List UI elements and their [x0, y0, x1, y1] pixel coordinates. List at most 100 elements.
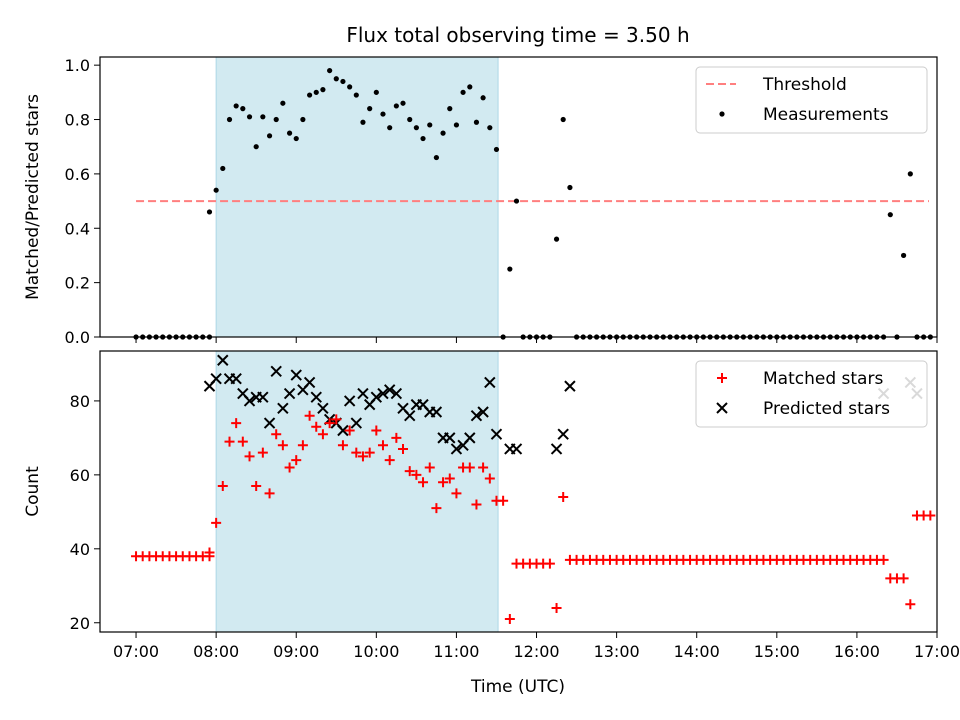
measurement-point [480, 95, 486, 101]
measurement-point [507, 266, 513, 272]
predicted-star-marker [390, 387, 403, 400]
matched-star-marker [438, 477, 449, 488]
measurement-point [226, 116, 233, 123]
predicted-star-marker [277, 402, 289, 415]
predicted-star-marker [464, 432, 476, 444]
matched-star-marker [291, 455, 302, 466]
predicted-star-marker [377, 387, 389, 400]
predicted-star-marker [383, 384, 396, 396]
matched-star-marker [558, 492, 569, 503]
predicted-star-marker [310, 391, 322, 403]
measurement-point [293, 135, 299, 142]
x-tick-label: 11:00 [433, 642, 479, 661]
matched-star-marker [424, 462, 435, 473]
predicted-star-marker [484, 376, 496, 389]
predicted-star-marker [510, 443, 523, 455]
measurement-point [253, 144, 259, 150]
measurement-point [420, 135, 426, 142]
measurement-point [400, 100, 406, 106]
measurement-point [286, 130, 293, 136]
x-tick-label: 10:00 [353, 642, 399, 661]
measurement-point [360, 119, 366, 125]
axes-frame-top [99, 56, 938, 338]
predicted-star-marker [477, 406, 489, 418]
matched-stars-markers [131, 410, 936, 625]
x-tick-label: 17:00 [914, 642, 960, 661]
predicted-star-marker [444, 432, 456, 444]
matched-star-marker [337, 440, 348, 451]
measurement-point [353, 92, 359, 98]
measurement-point [447, 106, 453, 112]
x-ticks-bottom: 07:00 08:00 09:00 10:00 11:00 12:00 13:00 14:00… [113, 632, 960, 661]
measurement-point [467, 84, 473, 90]
predicted-star-marker [317, 402, 329, 415]
predicted-star-marker [430, 406, 443, 418]
matched-star-marker [237, 436, 248, 447]
predicted-star-marker [343, 395, 356, 407]
matched-star-marker [905, 599, 916, 610]
panel-top: 0.0 0.2 0.4 0.6 0.8 1.0 Matched/Predicted sta… [23, 56, 938, 347]
matched-star-marker [377, 440, 388, 451]
measurement-point [367, 106, 373, 112]
y-axis-label-top: Matched/Predicted stars [23, 94, 43, 300]
measurement-point [887, 212, 893, 218]
legend-predicted-swatch [716, 402, 728, 414]
measurement-point [560, 116, 566, 123]
measurement-point [280, 100, 286, 106]
matched-star-marker [311, 421, 322, 432]
panel-bottom: 20 40 60 80 07:00 08:00 09:00 10:00 11:00 12:00 1… [23, 350, 960, 661]
measurement-point [473, 119, 480, 125]
matched-star-marker [451, 488, 462, 499]
measurement-point [340, 78, 346, 85]
measurement-point [380, 111, 386, 117]
measurement-point [327, 67, 333, 74]
measurement-point [413, 125, 419, 131]
measurement-point [240, 106, 246, 112]
matched-star-marker [231, 418, 242, 429]
predicted-star-marker [370, 391, 383, 403]
measurement-point [300, 116, 306, 123]
predicted-star-marker [257, 391, 269, 403]
matched-star-marker [277, 440, 288, 451]
predicted-star-marker [550, 443, 563, 455]
matched-star-marker [444, 473, 455, 484]
matched-star-marker [484, 473, 495, 484]
measurement-point [407, 116, 413, 123]
y-tick-label: 1.0 [65, 56, 90, 75]
matched-star-marker [364, 447, 375, 458]
measurement-point [246, 114, 253, 120]
predicted-star-marker [217, 354, 229, 366]
predicted-star-marker [243, 395, 256, 407]
matched-star-marker [204, 547, 215, 558]
predicted-star-marker [564, 380, 576, 392]
matched-star-marker [544, 558, 555, 569]
matched-star-marker [471, 499, 482, 510]
matched-star-marker [331, 414, 342, 425]
y-tick-label: 80 [70, 392, 90, 411]
y-tick-label: 0.2 [65, 274, 90, 293]
measurement-point [313, 89, 319, 95]
matched-star-marker [404, 466, 415, 477]
predicted-star-marker [303, 376, 316, 389]
measurement-point [333, 76, 339, 82]
y-tick-label: 0.6 [65, 165, 90, 184]
matched-star-marker [304, 410, 315, 421]
matched-star-marker [351, 447, 362, 458]
y-tick-label: 40 [70, 540, 90, 559]
measurement-point [487, 125, 493, 131]
measurement-point [266, 133, 273, 139]
measurement-point [347, 84, 353, 90]
matched-star-marker [211, 517, 222, 528]
legend-bottom: Matched stars Predicted stars [695, 360, 928, 428]
predicted-star-marker [337, 424, 349, 437]
matched-star-marker [898, 573, 909, 584]
x-axis-label: Time (UTC) [470, 677, 565, 697]
matched-star-marker [324, 418, 335, 429]
measurement-point [907, 171, 913, 177]
predicted-star-marker [357, 387, 369, 400]
matched-star-marker [257, 447, 268, 458]
predicted-star-marker [283, 387, 296, 400]
x-tick-label: 09:00 [273, 642, 319, 661]
measurement-point [387, 125, 393, 131]
matched-star-marker [317, 429, 328, 440]
